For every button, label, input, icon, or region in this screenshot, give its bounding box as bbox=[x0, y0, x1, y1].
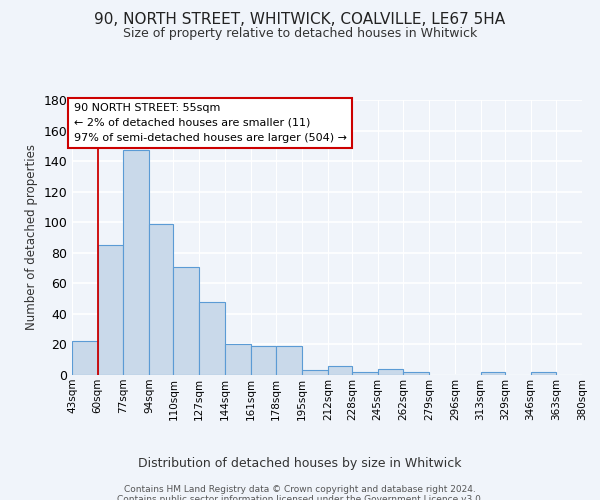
Text: 90 NORTH STREET: 55sqm
← 2% of detached houses are smaller (11)
97% of semi-deta: 90 NORTH STREET: 55sqm ← 2% of detached … bbox=[74, 103, 347, 142]
Bar bbox=[328, 366, 352, 375]
Y-axis label: Number of detached properties: Number of detached properties bbox=[25, 144, 38, 330]
Bar bbox=[530, 372, 556, 375]
Text: Contains HM Land Registry data © Crown copyright and database right 2024.
Contai: Contains HM Land Registry data © Crown c… bbox=[116, 485, 484, 500]
Bar bbox=[251, 346, 277, 375]
Bar bbox=[173, 266, 199, 375]
Bar bbox=[352, 372, 377, 375]
Bar bbox=[225, 344, 251, 375]
Bar bbox=[277, 346, 302, 375]
Bar bbox=[302, 370, 328, 375]
Bar bbox=[377, 369, 403, 375]
Text: Distribution of detached houses by size in Whitwick: Distribution of detached houses by size … bbox=[138, 458, 462, 470]
Bar bbox=[149, 224, 173, 375]
Bar bbox=[72, 342, 98, 375]
Bar bbox=[199, 302, 225, 375]
Text: Size of property relative to detached houses in Whitwick: Size of property relative to detached ho… bbox=[123, 28, 477, 40]
Bar bbox=[98, 245, 124, 375]
Bar bbox=[481, 372, 505, 375]
Bar bbox=[124, 150, 149, 375]
Bar bbox=[403, 372, 429, 375]
Text: 90, NORTH STREET, WHITWICK, COALVILLE, LE67 5HA: 90, NORTH STREET, WHITWICK, COALVILLE, L… bbox=[94, 12, 506, 28]
